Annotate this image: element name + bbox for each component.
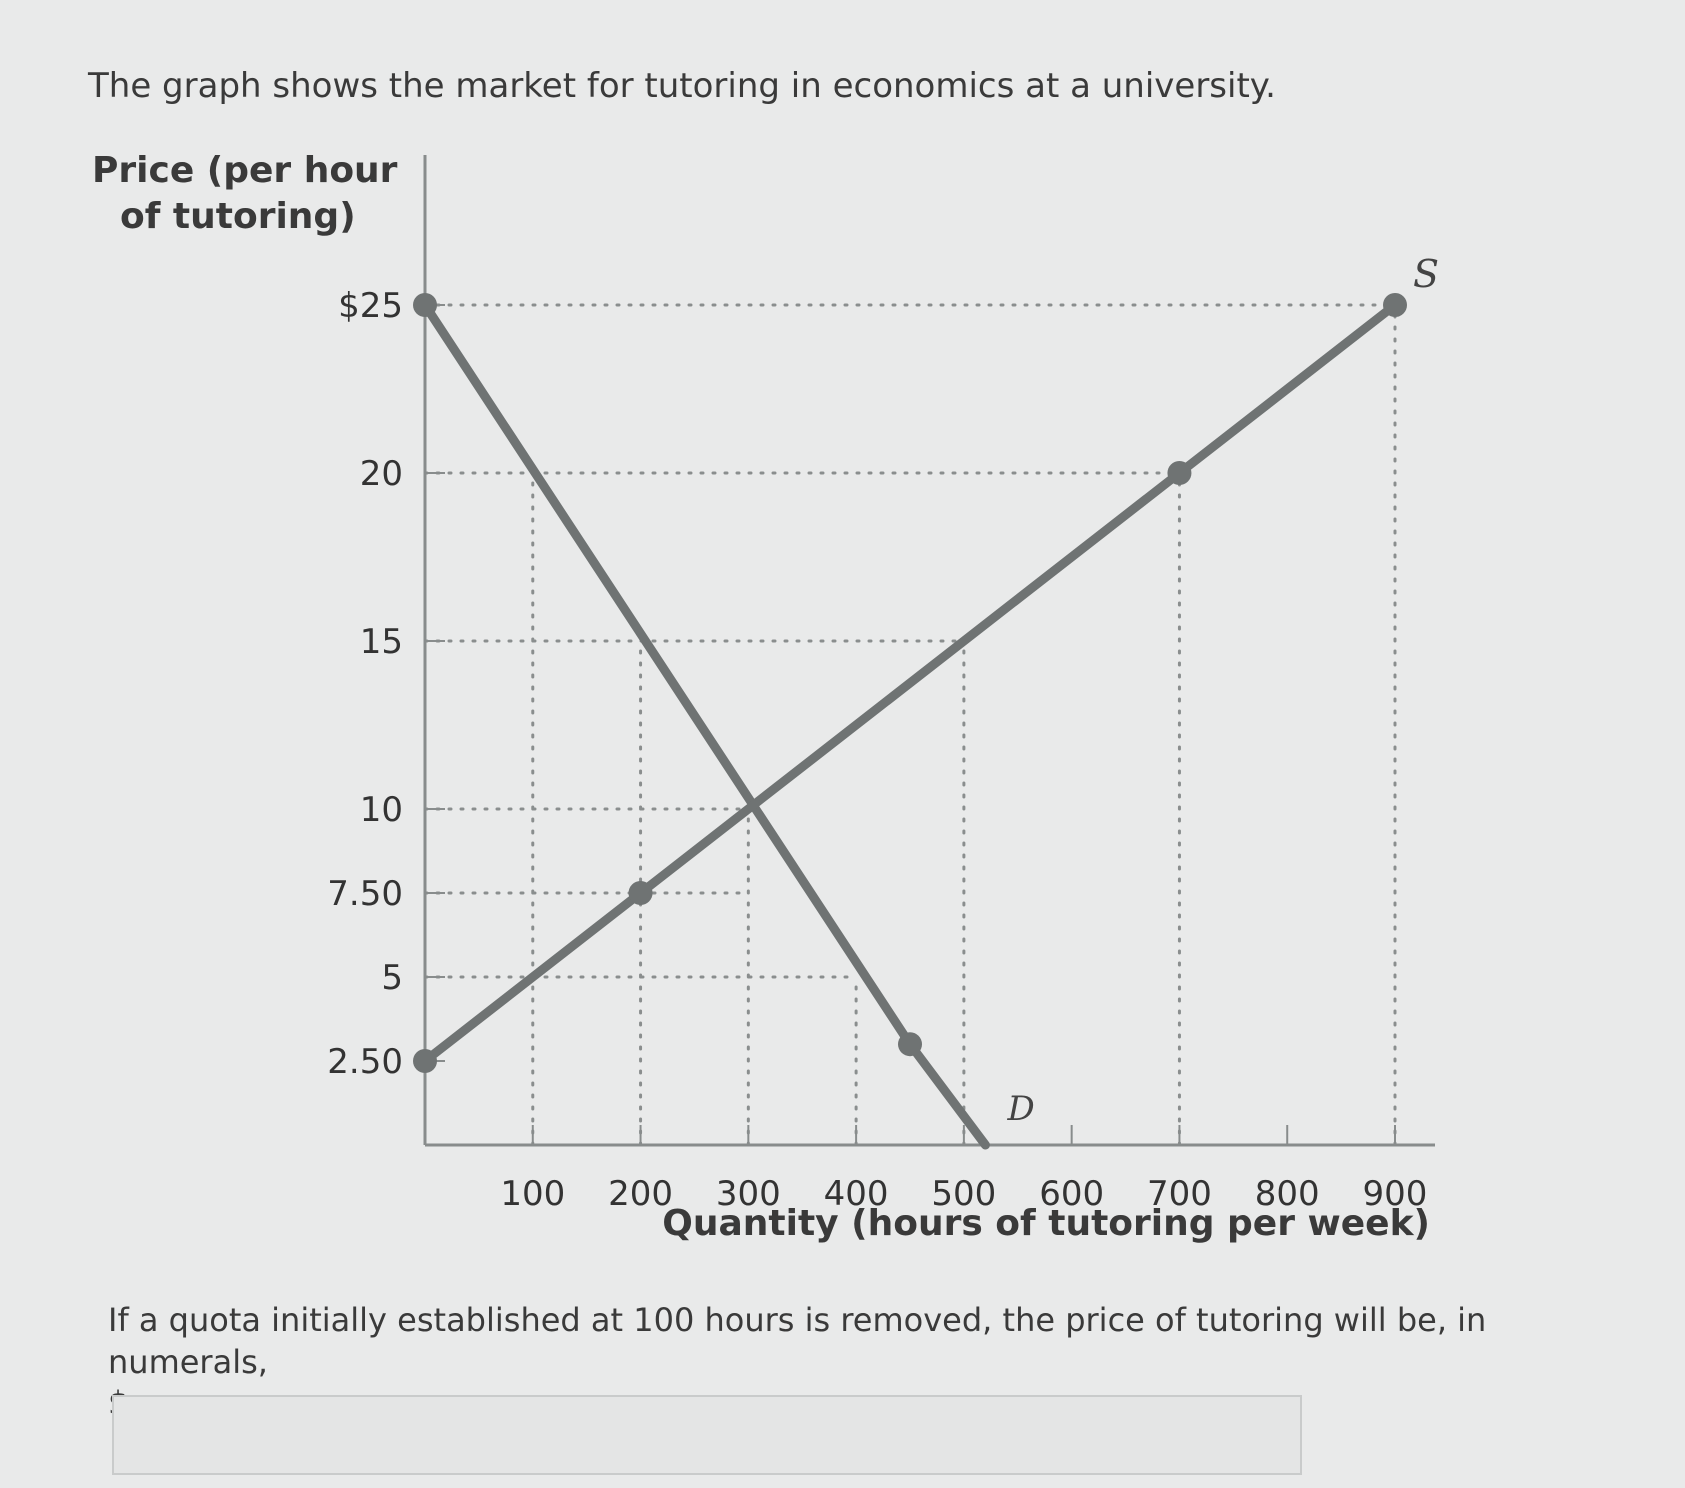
curve-marker-1: [898, 1032, 922, 1057]
x-tick-label-600: 600: [1039, 1174, 1104, 1214]
question-sentence: If a quota initially established at 100 …: [108, 1301, 1487, 1381]
curve-marker-5: [1383, 293, 1407, 317]
curves: [420, 300, 1400, 1150]
curve-marker-2: [413, 1049, 437, 1073]
curve-D: [420, 300, 990, 1150]
tick-marks: [425, 304, 1396, 1145]
y-tick-label-2.5: 2.50: [327, 1042, 403, 1082]
curve-marker-0: [413, 293, 437, 317]
question-text: If a quota initially established at 100 …: [108, 1300, 1588, 1425]
curve-S: [420, 300, 1400, 1066]
y-tick-label-10: 10: [360, 790, 403, 830]
supply-demand-chart: 100 200 300 400 500 600 700 800 900 2.50 5 7.50 10 15…: [92, 150, 1439, 1244]
x-tick-label-900: 900: [1363, 1174, 1428, 1214]
x-tick-label-700: 700: [1147, 1174, 1212, 1214]
curve-marker-3: [628, 881, 653, 905]
guide-lines: [423, 303, 1397, 1147]
y-tick-label-15: 15: [360, 622, 403, 662]
x-tick-label-800: 800: [1255, 1174, 1320, 1214]
answer-input[interactable]: [112, 1395, 1302, 1475]
curve-marker-4: [1167, 461, 1192, 485]
x-tick-label-300: 300: [716, 1174, 781, 1214]
x-tick-label-200: 200: [608, 1174, 673, 1214]
curve-markers: [413, 293, 1407, 1073]
y-tick-label-7.5: 7.50: [327, 874, 403, 914]
intro-text: The graph shows the market for tutoring …: [88, 66, 1276, 106]
x-tick-label-500: 500: [931, 1174, 996, 1214]
x-tick-label-100: 100: [500, 1174, 565, 1214]
x-tick-label-400: 400: [824, 1174, 889, 1214]
y-tick-label-5: 5: [381, 958, 403, 998]
demand-label: D: [1006, 1089, 1034, 1129]
y-tick-label-25: $25: [338, 286, 403, 326]
chart-labels: 100 200 300 400 500 600 700 800 900 2.50 5 7.50 10 15…: [327, 252, 1439, 1214]
y-axis-label-line1: Price (per hour: [92, 150, 398, 191]
supply-label: S: [1413, 252, 1439, 296]
x-axis-label: Quantity (hours of tutoring per week): [662, 1203, 1430, 1244]
y-tick-label-20: 20: [360, 454, 403, 494]
y-axis-label-line2: of tutoring): [120, 196, 356, 237]
